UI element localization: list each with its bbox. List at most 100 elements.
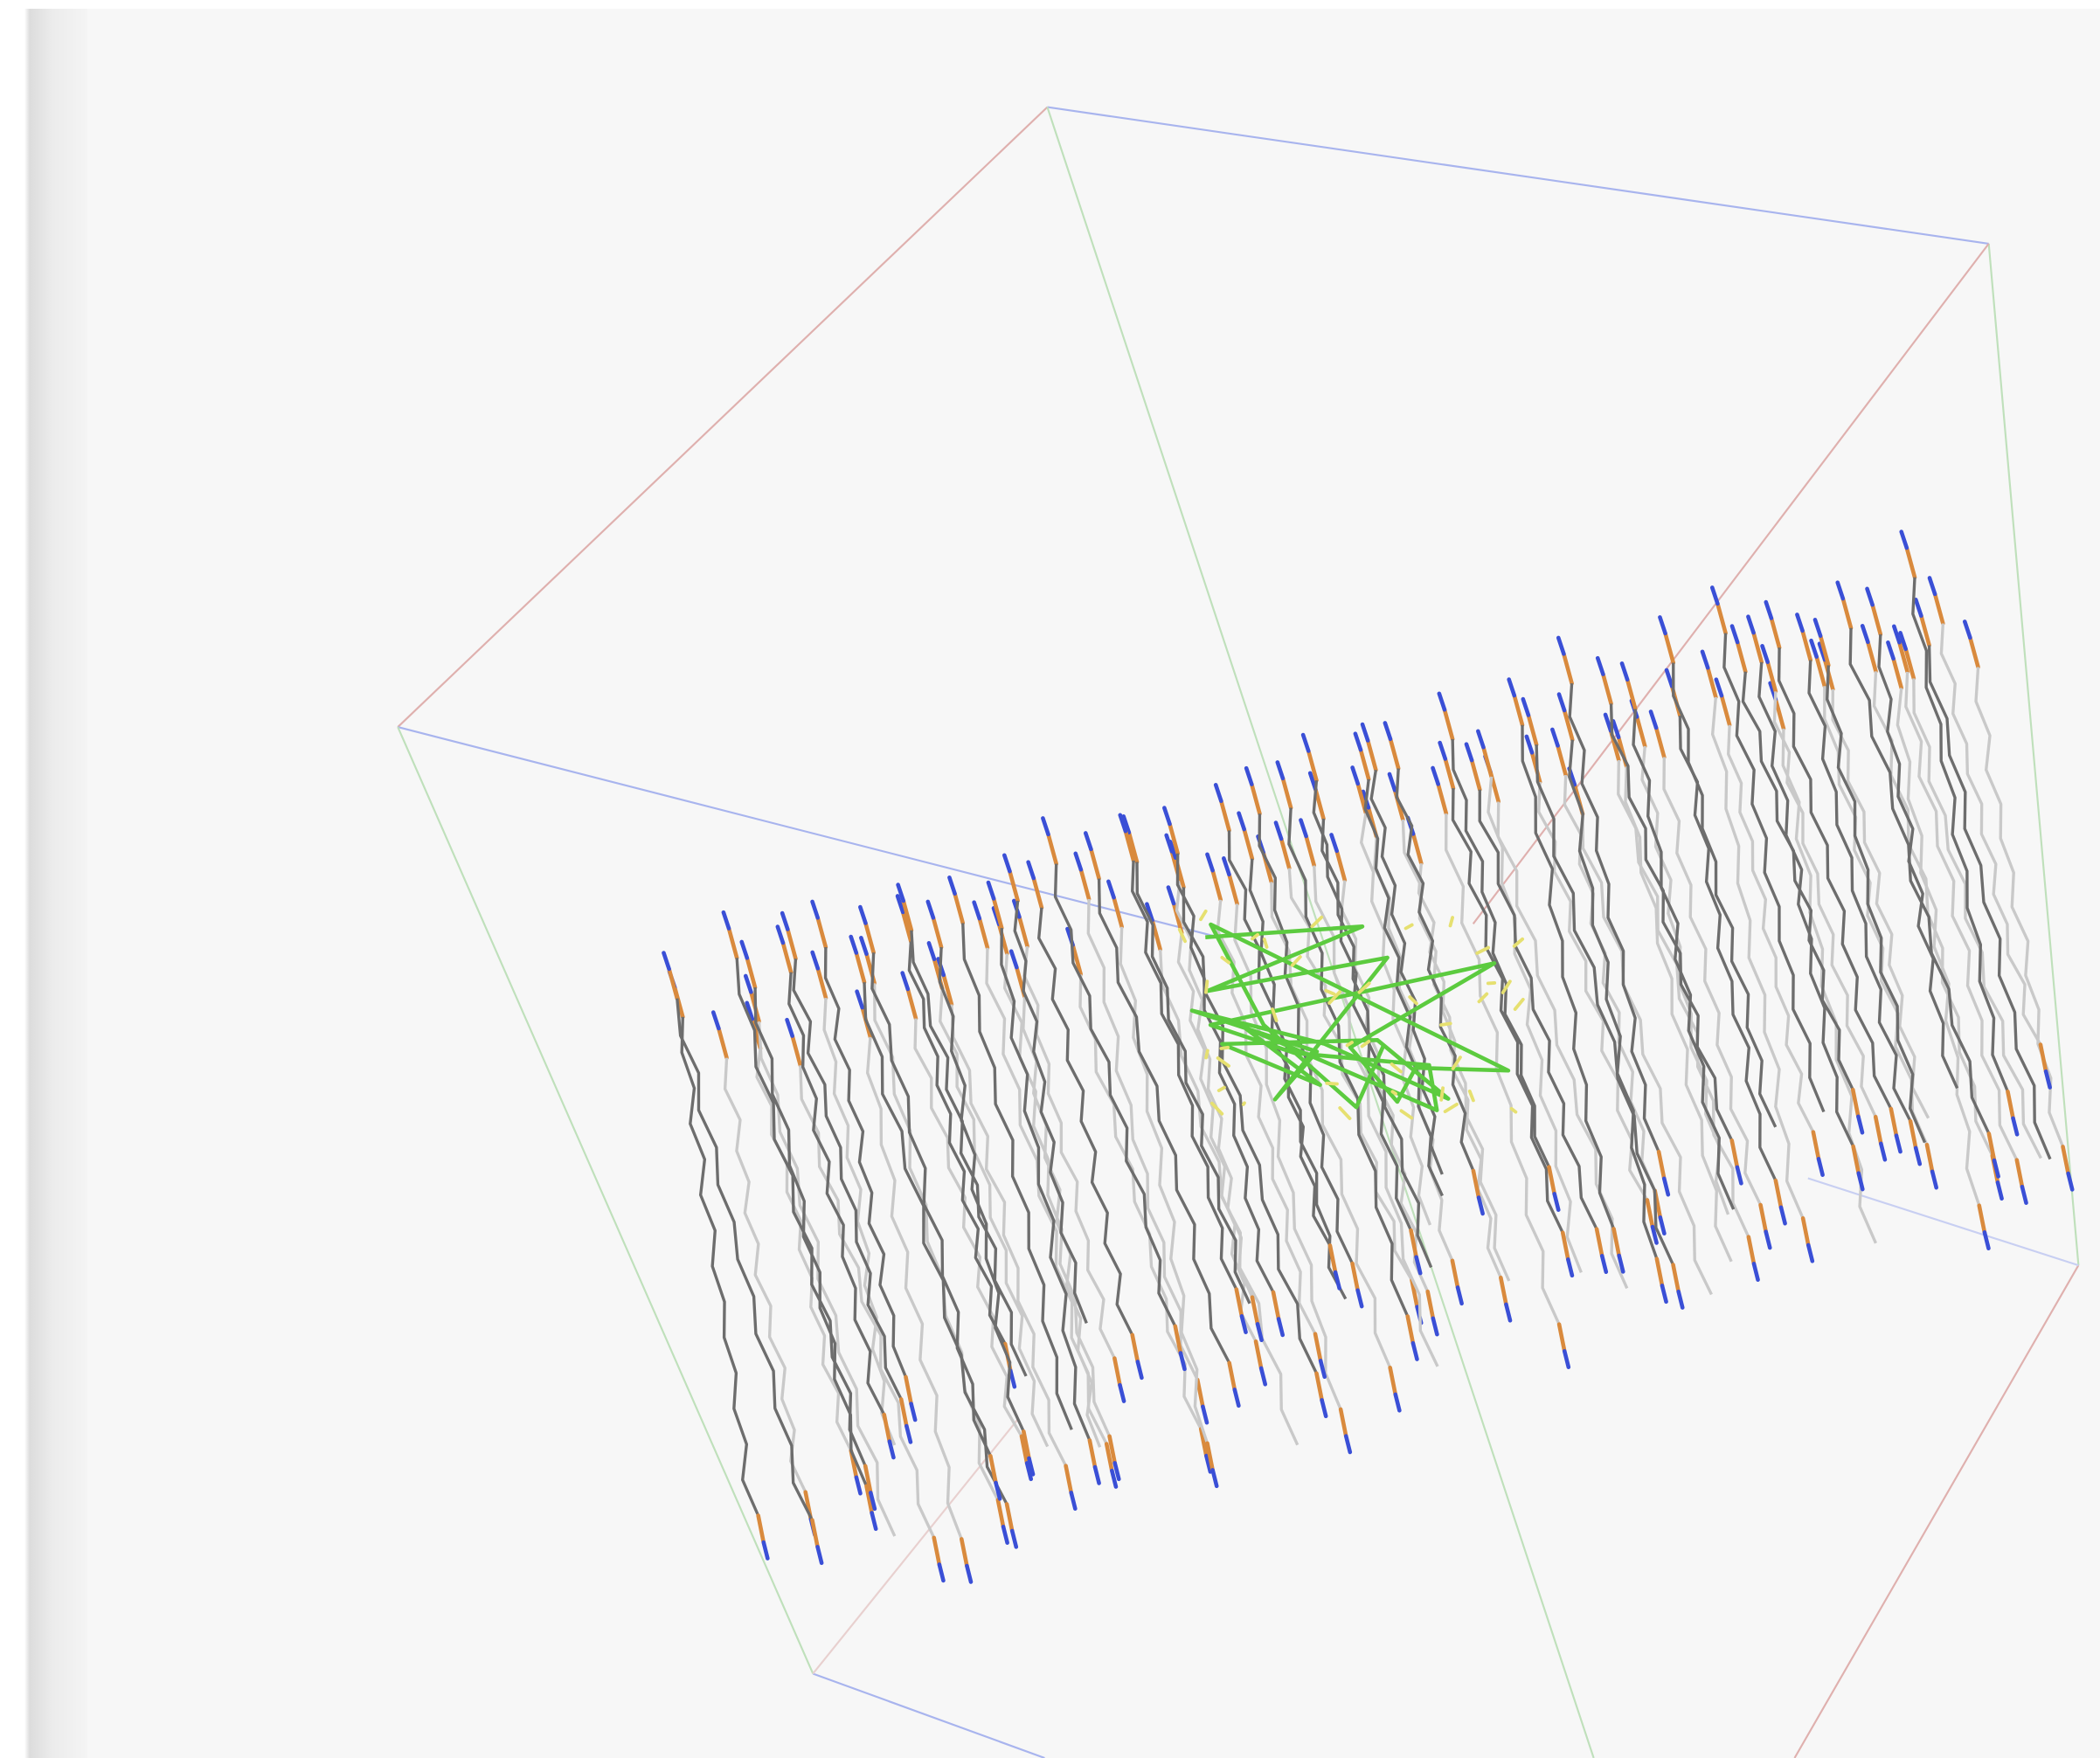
bond [1894,626,1899,642]
chain [1914,678,2041,1158]
bond [1558,638,1563,654]
bond [1320,1360,1325,1376]
bond [1907,548,1915,578]
bond [1278,762,1283,778]
bond [1029,862,1034,878]
molecule [929,943,1048,1446]
bond [1071,1492,1076,1508]
bond [1754,633,1762,662]
bond [663,953,669,969]
bond [724,912,729,928]
bond [1433,768,1438,784]
bond [1197,1380,1202,1407]
bond [1303,735,1308,751]
bond [1763,646,1768,661]
bond [1438,784,1446,813]
box-edge [813,1673,1044,1758]
bond [911,1404,916,1420]
chain [1488,777,1581,1272]
bond [1771,618,1779,647]
bond [1119,1385,1124,1401]
bond [1873,605,1881,634]
bond [1385,723,1390,738]
bond [2063,1146,2069,1173]
bond [860,907,865,923]
chain [737,958,865,1466]
bond [1445,709,1452,739]
bond [990,1456,995,1483]
bond [1989,1133,1994,1160]
hydrogen-bond [1392,1064,1401,1072]
chain [725,1058,806,1492]
bond [1095,1467,1099,1483]
bond [857,992,863,1007]
bond [1732,1140,1737,1167]
hydrogen-bond [1406,925,1412,929]
bond [1602,1256,1606,1271]
bond [1007,1504,1012,1531]
bond [1894,659,1902,689]
bond [1819,1159,1823,1174]
bond [1664,1179,1668,1194]
bond [1622,663,1627,679]
page: (() => { JSON.parse(document.getElementB… [0,0,2100,1758]
box-edge [398,727,813,1673]
bond [939,1565,944,1581]
chain [1941,624,2041,1045]
bond [1358,1291,1362,1306]
bond [1390,774,1395,790]
bond [1598,658,1603,674]
molecule-viewport[interactable] [0,0,2100,1758]
bond [1066,1466,1071,1493]
bond [745,976,751,992]
bond [718,1028,726,1058]
molecule [1732,626,1862,1133]
box-edge [398,107,1047,727]
molecule [1004,855,1086,1324]
hydrogen-bond [1265,939,1267,947]
bond [1168,888,1174,903]
chain [940,988,1048,1446]
chain [1680,716,1775,1180]
box-edge [1047,107,1593,1758]
bond [1927,1145,1932,1172]
bond [1316,1374,1321,1401]
hydrogen-bond [1392,1091,1396,1093]
bond [1891,1109,1896,1136]
chain [1713,697,1803,1218]
bond [1341,1409,1346,1436]
bond [1108,882,1113,897]
bond [1568,1259,1572,1275]
molecule [1888,642,1988,1248]
bond [787,929,795,959]
bond [1235,1389,1239,1405]
bond [1483,747,1491,777]
bond [1244,829,1252,859]
chain [1906,672,2017,1160]
molecule [1771,683,1876,1243]
bond [1766,602,1771,618]
bond [1337,851,1345,881]
bond [787,1020,793,1035]
bond [1500,1277,1506,1305]
bond [1466,744,1472,760]
bond [1613,721,1618,737]
bond [1559,695,1564,710]
bond [1781,1208,1785,1223]
bond [929,943,934,959]
hydrogen-bond [1293,957,1300,966]
bond [1930,578,1935,593]
bond [1010,1371,1015,1387]
bond [1048,834,1056,864]
bond [1440,743,1445,758]
bond [1552,730,1557,745]
bond [1985,1232,1989,1248]
bond [1749,1237,1754,1264]
bond [928,902,933,917]
bond [1346,1436,1350,1452]
bond [1679,1291,1683,1307]
chain [1930,645,2050,1159]
bond [1732,626,1737,642]
bond [908,989,916,1019]
bond [861,938,866,953]
